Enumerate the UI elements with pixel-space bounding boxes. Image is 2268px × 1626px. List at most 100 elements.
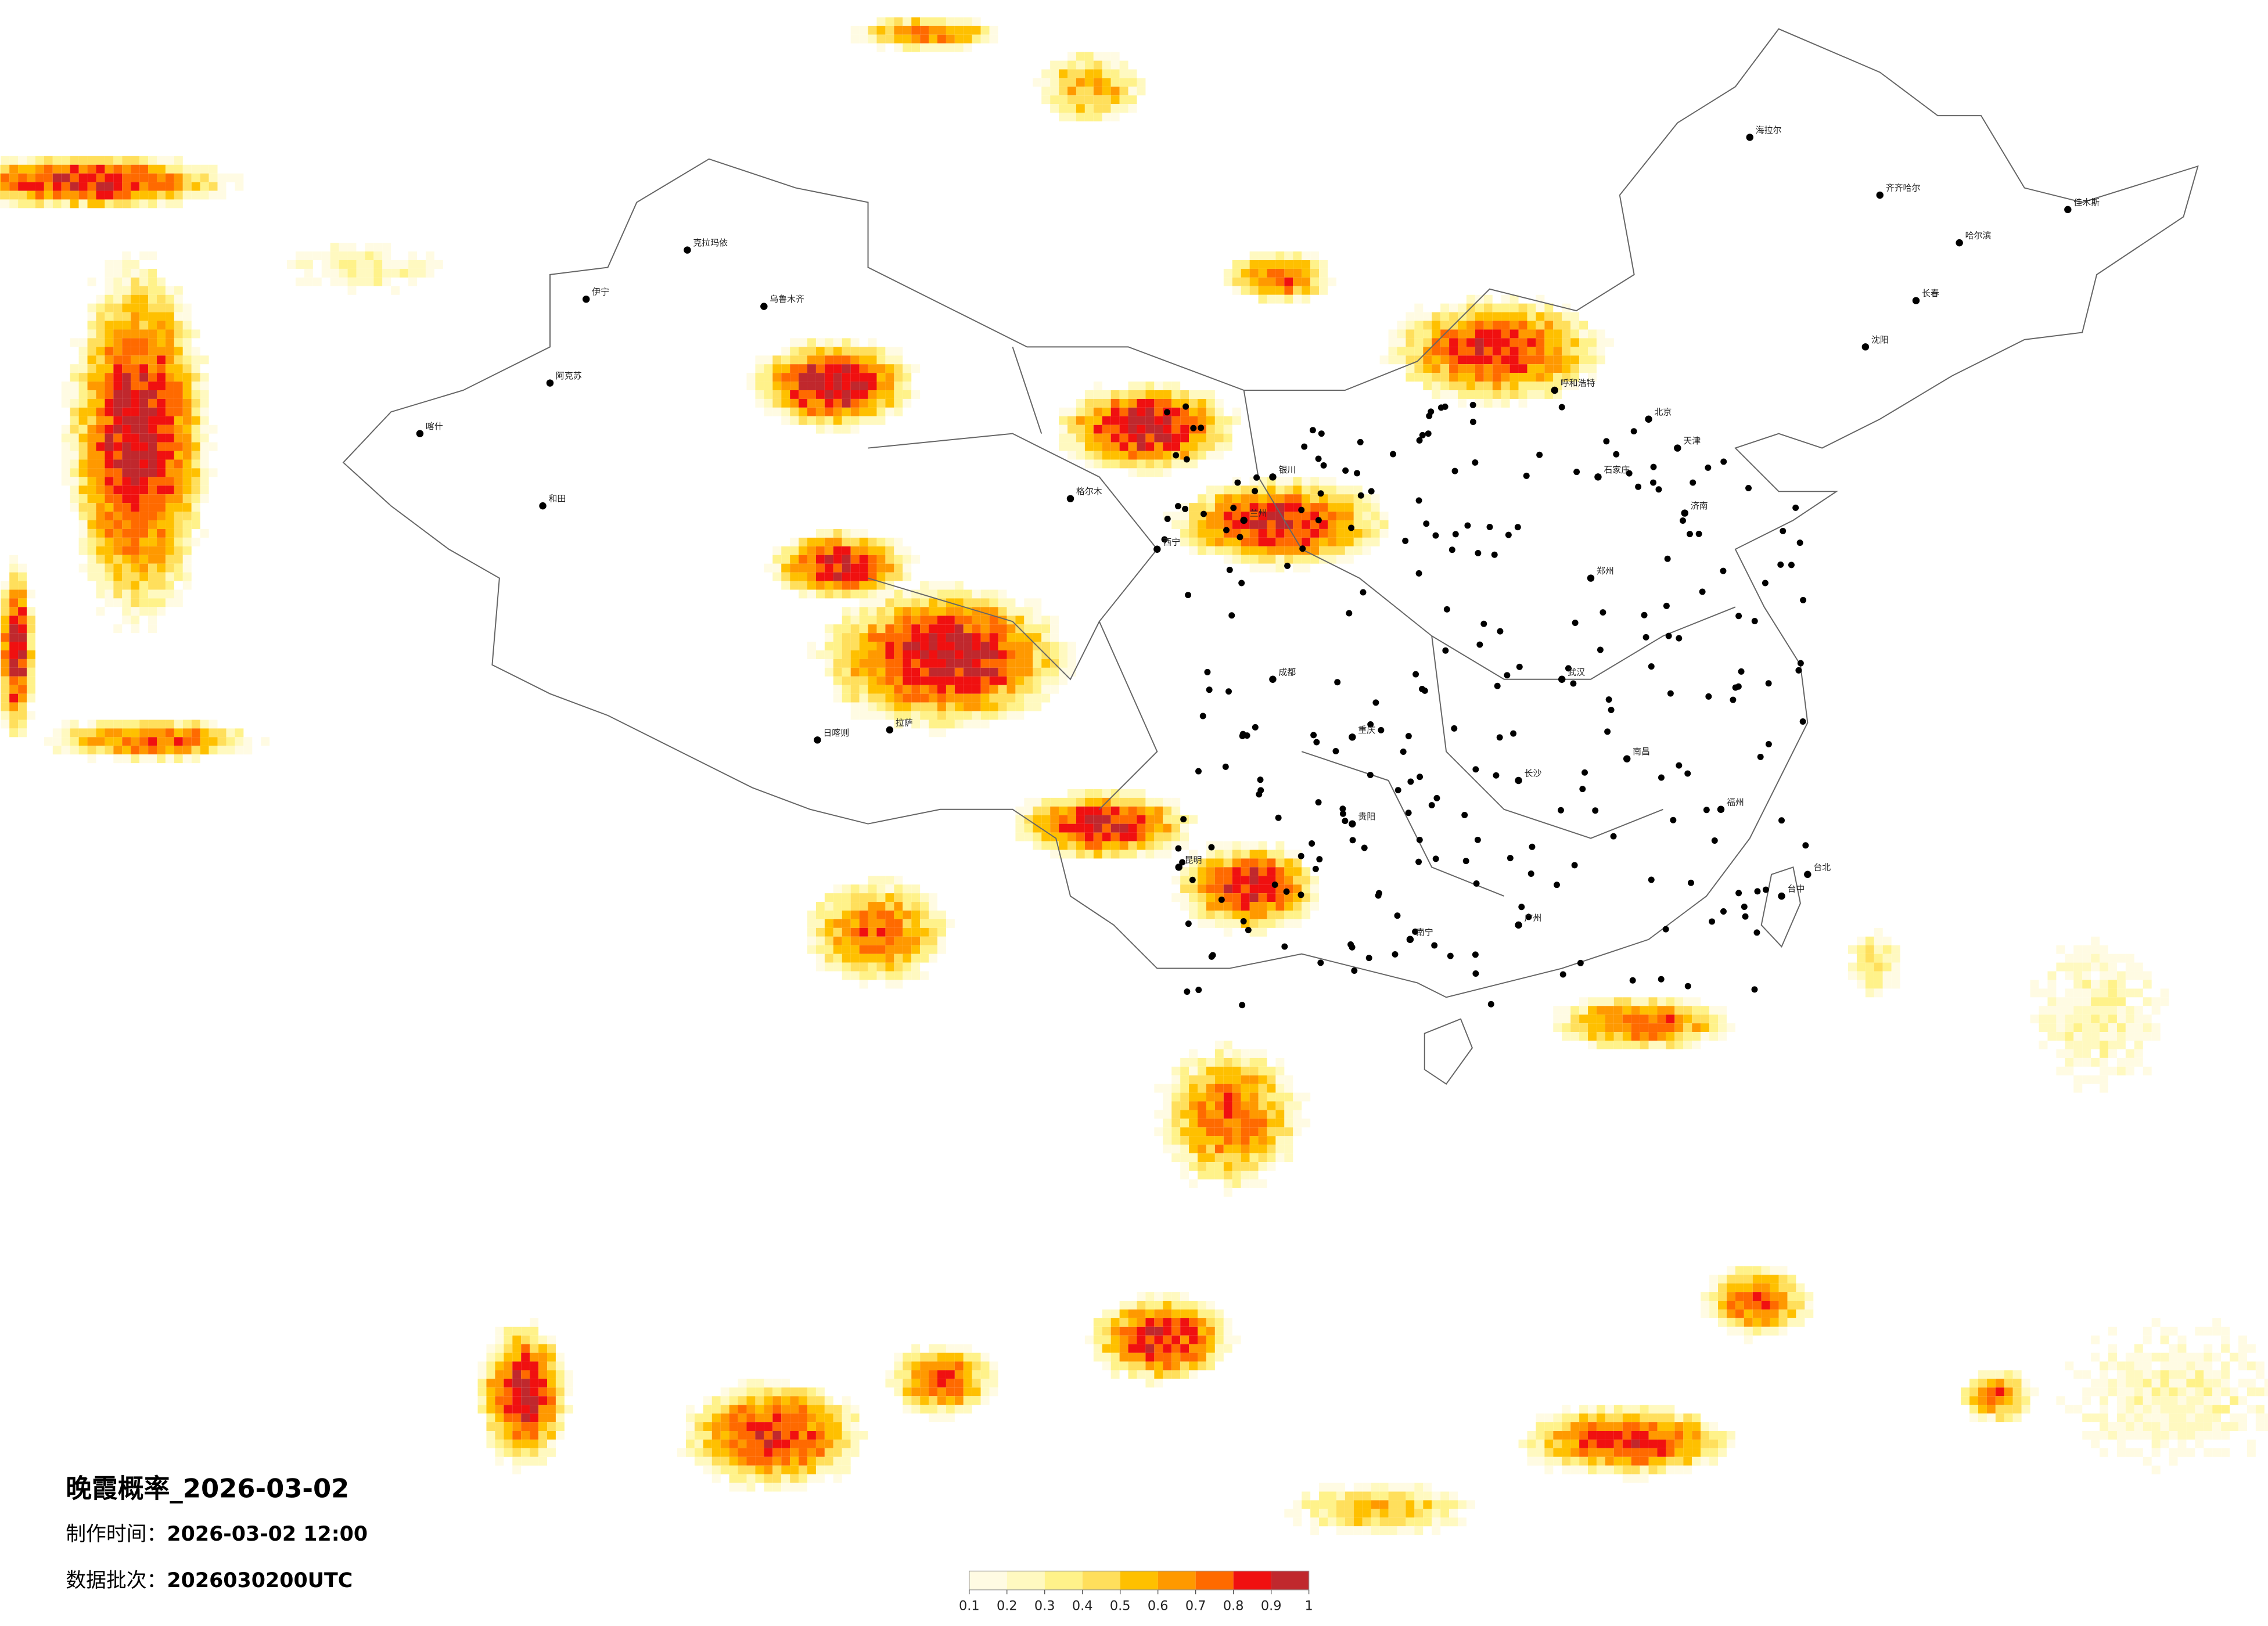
- probability-cell: [174, 373, 183, 382]
- probability-cell: [1449, 312, 1458, 321]
- probability-cell: [1718, 1283, 1727, 1293]
- city-dot: [1226, 566, 1233, 573]
- probability-cell: [885, 364, 894, 373]
- probability-cell: [842, 355, 851, 365]
- probability-cell: [1258, 1049, 1267, 1058]
- probability-cell: [868, 919, 877, 928]
- city-dot: [1206, 686, 1213, 693]
- probability-cell: [1640, 1422, 1649, 1431]
- city-label: 重庆: [1358, 725, 1375, 735]
- probability-cell: [738, 1422, 747, 1431]
- probability-cell: [885, 1379, 894, 1388]
- probability-cell: [1310, 1526, 1320, 1535]
- probability-cell: [894, 17, 903, 26]
- probability-cell: [1466, 312, 1475, 321]
- probability-cell: [755, 364, 764, 373]
- probability-cell: [2091, 945, 2100, 954]
- probability-cell: [876, 711, 886, 720]
- city-label: 乌鲁木齐: [770, 294, 804, 304]
- probability-cell: [182, 382, 192, 390]
- probability-cell: [972, 17, 981, 26]
- probability-cell: [1110, 442, 1120, 451]
- probability-cell: [1353, 512, 1363, 520]
- probability-cell: [2065, 1023, 2074, 1033]
- probability-cell: [2116, 988, 2126, 998]
- probability-cell: [330, 277, 339, 286]
- probability-cell: [1249, 286, 1259, 295]
- probability-cell: [1033, 832, 1042, 841]
- probability-cell: [815, 528, 825, 538]
- probability-cell: [946, 1379, 955, 1388]
- probability-cell: [530, 1439, 539, 1448]
- city-dot: [1312, 865, 1319, 872]
- city-dot: [1579, 786, 1586, 793]
- probability-cell: [1744, 1301, 1753, 1310]
- probability-cell: [1163, 1344, 1172, 1353]
- probability-cell: [2065, 962, 2074, 972]
- probability-cell: [2116, 1361, 2126, 1370]
- probability-cell: [174, 572, 183, 581]
- probability-cell: [1805, 1309, 1814, 1318]
- probability-cell: [807, 563, 816, 573]
- probability-cell: [148, 624, 157, 634]
- probability-cell: [1024, 616, 1033, 625]
- probability-cell: [1432, 347, 1441, 356]
- probability-cell: [1206, 442, 1215, 451]
- probability-cell: [122, 382, 131, 390]
- probability-cell: [937, 1370, 946, 1379]
- probability-cell: [1154, 815, 1163, 824]
- city-label: 天津: [1683, 436, 1701, 446]
- probability-cell: [2091, 1431, 2100, 1440]
- probability-cell: [78, 425, 88, 434]
- probability-cell: [2116, 1006, 2126, 1015]
- probability-cell: [538, 1335, 548, 1344]
- city-dot: [1237, 534, 1243, 541]
- probability-cell: [1067, 113, 1076, 122]
- probability-cell: [1284, 268, 1293, 278]
- probability-cell: [1579, 1456, 1588, 1466]
- city-dot: [684, 246, 691, 254]
- probability-cell: [937, 607, 946, 616]
- probability-cell: [729, 1396, 738, 1405]
- probability-cell: [1102, 390, 1111, 399]
- probability-cell: [2073, 997, 2083, 1006]
- probability-cell: [1232, 1162, 1241, 1171]
- probability-cell: [972, 650, 981, 659]
- probability-cell: [174, 746, 183, 755]
- probability-cell: [1622, 1474, 1631, 1483]
- probability-cell: [1223, 884, 1232, 894]
- probability-cell: [946, 607, 955, 616]
- probability-cell: [1223, 1145, 1232, 1154]
- probability-cell: [165, 720, 174, 729]
- probability-cell: [1241, 1066, 1250, 1075]
- probability-cell: [1137, 87, 1146, 96]
- probability-cell: [61, 451, 70, 460]
- probability-cell: [2238, 1413, 2247, 1423]
- probability-cell: [35, 173, 44, 182]
- probability-cell: [148, 616, 157, 625]
- city-dot: [1406, 936, 1414, 943]
- probability-cell: [1163, 1084, 1172, 1093]
- probability-cell: [1692, 997, 1701, 1006]
- probability-cell: [2134, 1413, 2143, 1423]
- probability-cell: [1145, 398, 1155, 408]
- probability-cell: [894, 43, 903, 52]
- probability-cell: [2247, 1387, 2256, 1397]
- probability-cell: [1805, 1292, 1814, 1301]
- probability-cell: [772, 572, 782, 581]
- probability-cell: [182, 164, 192, 174]
- probability-cell: [1241, 494, 1250, 503]
- probability-cell: [1752, 1301, 1762, 1310]
- probability-cell: [1145, 1318, 1155, 1327]
- probability-cell: [755, 1379, 764, 1388]
- probability-cell: [1206, 512, 1215, 520]
- probability-cell: [148, 512, 157, 520]
- probability-cell: [139, 512, 149, 520]
- probability-cell: [815, 1405, 825, 1414]
- probability-cell: [122, 737, 131, 746]
- probability-cell: [850, 893, 860, 902]
- probability-cell: [807, 650, 816, 659]
- probability-cell: [2100, 1041, 2109, 1049]
- probability-cell: [139, 468, 149, 477]
- probability-cell: [1180, 1344, 1189, 1353]
